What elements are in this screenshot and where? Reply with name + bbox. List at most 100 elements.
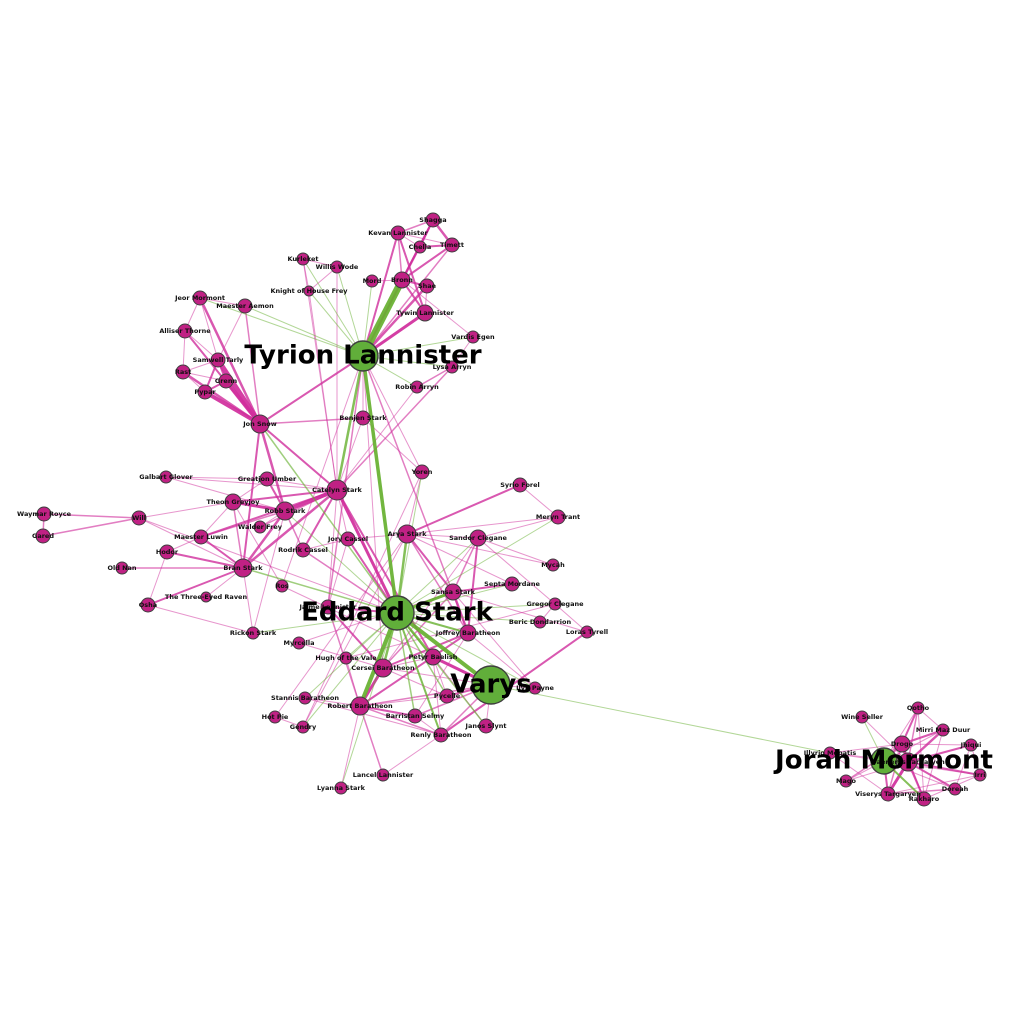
node-wine-seller[interactable]: [855, 710, 869, 724]
node-petyr-baelish[interactable]: [424, 648, 442, 666]
node-greatjon-umber[interactable]: [259, 471, 275, 487]
node-maester-luwin[interactable]: [193, 529, 209, 545]
node-shagga[interactable]: [425, 212, 441, 228]
node-mycah[interactable]: [546, 558, 560, 572]
node-yoren[interactable]: [414, 464, 430, 480]
node-beric-dondarrion[interactable]: [533, 615, 547, 629]
node-doreah[interactable]: [948, 782, 962, 796]
node-osha[interactable]: [140, 597, 156, 613]
node-rakharo[interactable]: [916, 791, 932, 807]
node-syrio-forel[interactable]: [512, 477, 528, 493]
node-daenerys-targaryen[interactable]: [898, 752, 918, 772]
node-jorah-mormont[interactable]: [870, 747, 898, 775]
node-qotho[interactable]: [911, 701, 925, 715]
edge-sandor-clegane--meryn-trant: [477, 516, 559, 539]
node-mago[interactable]: [839, 774, 853, 788]
node-hodor[interactable]: [159, 544, 175, 560]
node-jory-cassel[interactable]: [340, 531, 356, 547]
node-janos-slynt[interactable]: [478, 718, 494, 734]
node-vardis-egen[interactable]: [466, 330, 480, 344]
edge-arya-stark--sansa-stark: [406, 533, 454, 593]
node-pycelle[interactable]: [439, 688, 455, 704]
node-benjen-stark[interactable]: [355, 410, 371, 426]
node-shae[interactable]: [419, 278, 435, 294]
edge-jory-cassel--arya-stark: [347, 533, 408, 540]
node-meryn-trant[interactable]: [550, 509, 566, 525]
node-robin-arryn[interactable]: [410, 380, 424, 394]
node-robert-baratheon[interactable]: [350, 696, 370, 716]
node-grenn[interactable]: [218, 373, 234, 389]
edge-hodor--osha: [147, 551, 168, 606]
node-arya-stark[interactable]: [397, 524, 417, 544]
node-jaime-lannister[interactable]: [320, 599, 336, 615]
node-rickon-stark[interactable]: [246, 626, 260, 640]
node-drogo[interactable]: [893, 735, 911, 753]
node-kurleket[interactable]: [296, 252, 310, 266]
node-cersei-baratheon[interactable]: [373, 658, 393, 678]
node-ros[interactable]: [275, 579, 289, 593]
node-rast[interactable]: [175, 364, 191, 380]
node-bronn[interactable]: [393, 271, 411, 289]
node-will[interactable]: [131, 510, 147, 526]
edge-samwell-tarly--maester-aemon: [217, 305, 246, 361]
node-tywin-lannister[interactable]: [416, 304, 434, 322]
node-sandor-clegane[interactable]: [469, 529, 487, 547]
node-old-nan[interactable]: [115, 561, 129, 575]
node-myrcella[interactable]: [292, 636, 306, 650]
node-galbart-glover[interactable]: [159, 470, 173, 484]
node-pypar[interactable]: [197, 384, 213, 400]
node-irri[interactable]: [973, 768, 987, 782]
node-loras-tyrell[interactable]: [580, 625, 594, 639]
edge-sandor-clegane--eddard-stark: [396, 537, 479, 614]
node-samwell-tarly[interactable]: [210, 352, 226, 368]
node-hot-pie[interactable]: [268, 710, 282, 724]
node-lyanna-stark[interactable]: [334, 781, 348, 795]
node-alliser-thorne[interactable]: [177, 323, 193, 339]
node-ilyn-payne[interactable]: [528, 681, 542, 695]
edge-eddard-stark--bran-stark: [242, 567, 398, 614]
node-gregor-clegane[interactable]: [548, 597, 562, 611]
node-barristan-selmy[interactable]: [407, 708, 423, 724]
node-renly-baratheon[interactable]: [433, 727, 449, 743]
node-lysa-arryn[interactable]: [445, 360, 459, 374]
node-mirri-maz-duur[interactable]: [936, 723, 950, 737]
node-gared[interactable]: [35, 528, 51, 544]
edge-bran-stark--jon-snow: [242, 423, 261, 569]
node-willis-wode[interactable]: [330, 260, 344, 274]
node-walder-frey[interactable]: [253, 520, 267, 534]
node-joffrey-baratheon[interactable]: [459, 624, 477, 642]
node-knight-of-house-frey[interactable]: [303, 285, 315, 297]
node-eddard-stark[interactable]: [379, 595, 415, 631]
node-catelyn-stark[interactable]: [326, 479, 348, 501]
node-sansa-stark[interactable]: [444, 583, 462, 601]
node-maester-aemon[interactable]: [237, 298, 253, 314]
node-chella[interactable]: [413, 240, 427, 254]
node-lancel-lannister[interactable]: [376, 768, 390, 782]
node-jeor-mormont[interactable]: [192, 290, 208, 306]
node-gendry[interactable]: [296, 720, 310, 734]
edge-jon-snow--pypar: [203, 390, 262, 426]
edge-lysa-arryn--catelyn-stark: [336, 366, 453, 491]
edge-theon-greyjoy--ros: [232, 501, 283, 587]
node-hugh-of-the-vale[interactable]: [339, 651, 353, 665]
node-robb-stark[interactable]: [275, 501, 295, 521]
node-jhiqui[interactable]: [964, 738, 978, 752]
node-rodrik-cassel[interactable]: [295, 542, 311, 558]
node-kevan-lannister[interactable]: [390, 225, 406, 241]
node-septa-mordane[interactable]: [504, 576, 520, 592]
node-three-eyed-raven[interactable]: [200, 591, 212, 603]
node-jon-snow[interactable]: [250, 414, 270, 434]
node-timett[interactable]: [444, 237, 460, 253]
node-bran-stark[interactable]: [233, 558, 253, 578]
edge-drogo--jhiqui: [901, 743, 972, 746]
edge-sansa-stark--sandor-clegane: [452, 537, 479, 593]
edge-qotho--rakharo: [917, 707, 925, 800]
node-viserys-targaryen[interactable]: [880, 786, 896, 802]
node-stannis-baratheon[interactable]: [298, 691, 312, 705]
node-varys[interactable]: [471, 665, 511, 705]
node-illyrio-mopatis[interactable]: [823, 746, 837, 760]
node-theon-greyjoy[interactable]: [224, 493, 242, 511]
node-mord[interactable]: [365, 274, 379, 288]
node-waymar-royce[interactable]: [36, 506, 52, 522]
node-tyrion-lannister[interactable]: [347, 340, 379, 372]
